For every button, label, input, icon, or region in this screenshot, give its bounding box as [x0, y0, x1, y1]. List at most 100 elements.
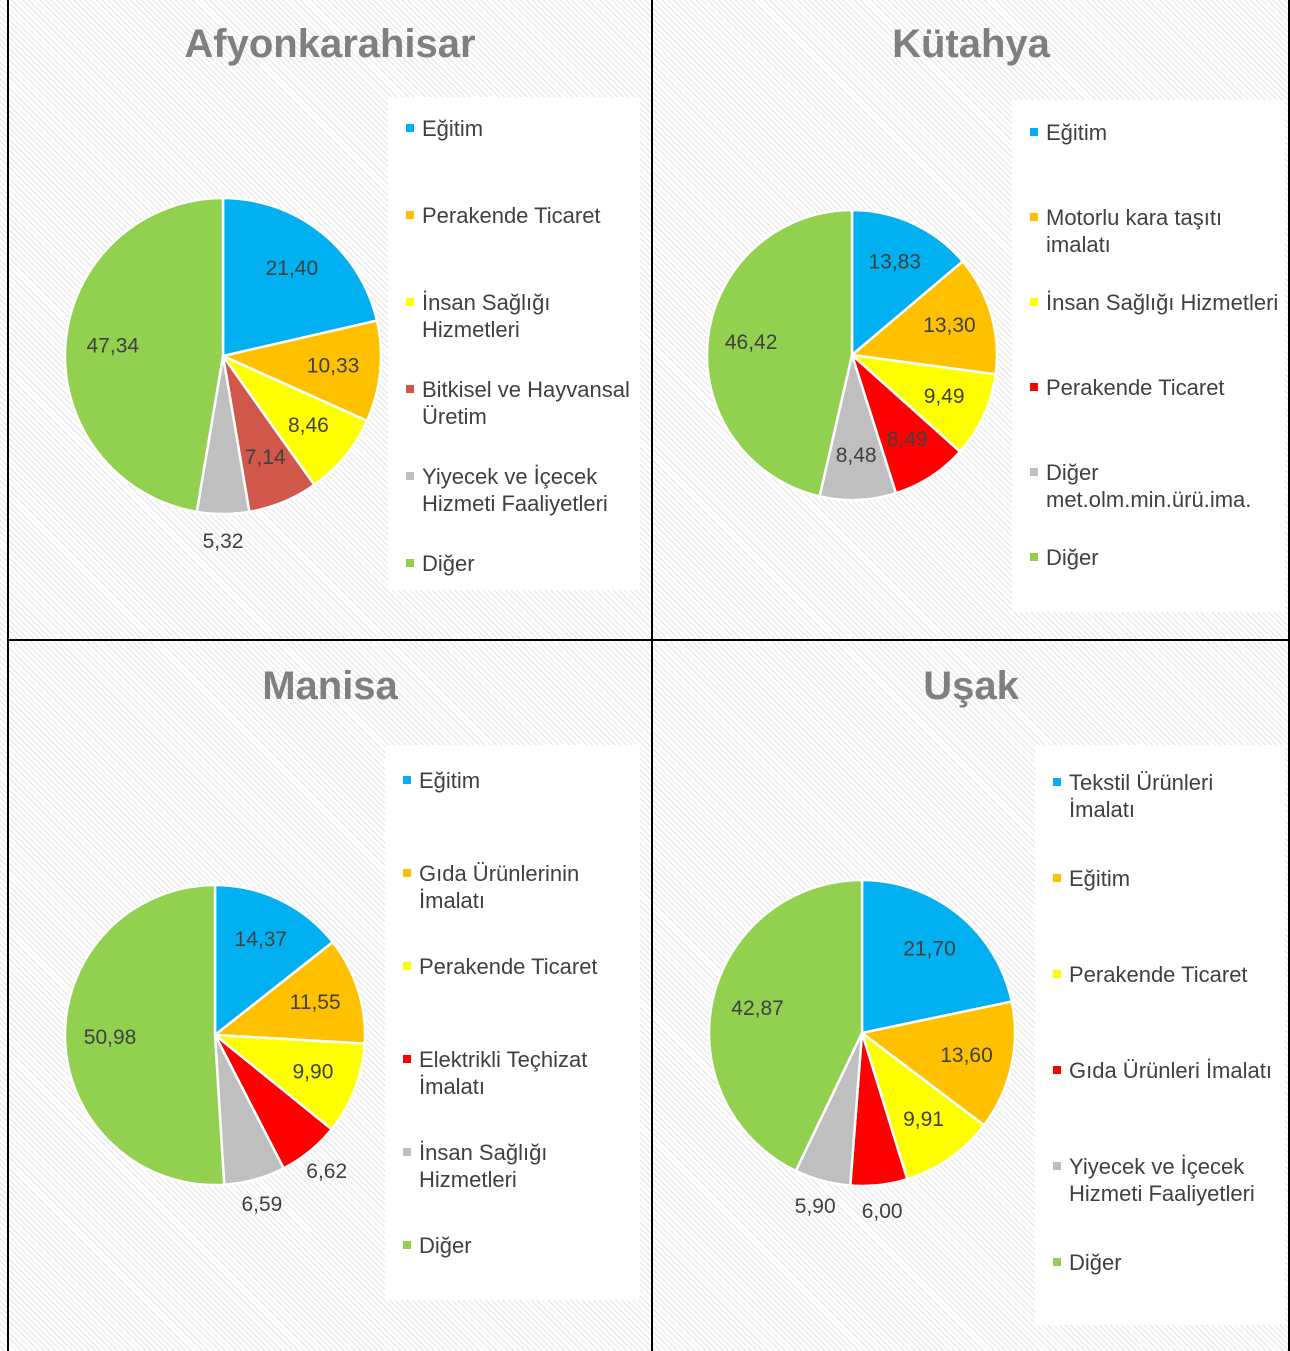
border: [7, 0, 9, 1351]
data-label: 6,00: [862, 1200, 903, 1223]
chart-title: Afyonkarahisar: [184, 22, 476, 66]
legend-label: Motorlu kara taşıtı imalatı: [1046, 205, 1223, 257]
legend-label: Tekstil Ürünleri İmalatı: [1069, 770, 1214, 822]
data-label: 42,87: [731, 997, 784, 1020]
data-label: 9,91: [903, 1108, 944, 1131]
legend-label: Bitkisel ve Hayvansal Üretim: [422, 377, 630, 429]
legend-item: Eğitim: [1053, 865, 1279, 892]
pie-slice: [63, 883, 226, 1187]
pie-slice: [219, 319, 383, 423]
legend-label: Perakende Ticaret: [422, 203, 601, 228]
data-label: 11,55: [290, 991, 341, 1014]
legend-swatch: [1030, 298, 1038, 306]
legend-item: Perakende Ticaret: [1030, 374, 1279, 401]
legend-swatch: [1030, 128, 1038, 136]
legend-swatch: [1053, 970, 1061, 978]
legend-label: Yiyecek ve İçecek Hizmeti Faaliyetleri: [1069, 1154, 1255, 1206]
legend-swatch: [1030, 213, 1038, 221]
data-label: 8,48: [836, 444, 877, 467]
legend-label: Gıda Ürünleri İmalatı: [1069, 1058, 1272, 1083]
pie-slice: [219, 352, 369, 487]
legend-label: Perakende Ticaret: [1069, 962, 1248, 987]
legend-label: Diğer: [422, 551, 475, 576]
legend-item: Gıda Ürünlerinin İmalatı: [403, 860, 634, 914]
data-label: 6,59: [241, 1193, 282, 1216]
legend-swatch: [406, 472, 414, 480]
legend-swatch: [406, 124, 414, 132]
legend-label: Diğer met.olm.min.ürü.ima.: [1046, 460, 1252, 512]
border: [1288, 0, 1290, 1351]
legend: Eğitim Motorlu kara taşıtı imalatı İnsan S…: [1012, 100, 1285, 612]
legend-label: Yiyecek ve İçecek Hizmeti Faaliyetleri: [422, 464, 608, 516]
legend-item: Elektrikli Teçhizat İmalatı: [403, 1046, 634, 1100]
data-label: 5,32: [203, 530, 244, 553]
legend-item: Perakende Ticaret: [406, 202, 634, 229]
pie-slice: [221, 196, 379, 358]
legend-swatch: [403, 1241, 411, 1249]
legend-item: Diğer: [1030, 544, 1279, 571]
legend-item: Motorlu kara taşıtı imalatı: [1030, 204, 1279, 258]
legend-label: Diğer: [1069, 1250, 1122, 1275]
data-label: 14,37: [235, 928, 288, 951]
chart-title: Uşak: [923, 664, 1019, 708]
pie-slice: [848, 353, 998, 454]
legend-swatch: [406, 211, 414, 219]
legend-label: Gıda Ürünlerinin İmalatı: [419, 861, 580, 913]
legend-label: Eğitim: [1046, 120, 1108, 145]
data-label: 5,90: [795, 1195, 836, 1218]
legend: Eğitim Perakende Ticaret İnsan Sağlığı Hiz…: [388, 97, 640, 590]
legend-label: Perakende Ticaret: [419, 954, 598, 979]
pie-slice: [211, 1033, 367, 1132]
data-label: 8,49: [887, 428, 928, 451]
pie-slice: [63, 196, 225, 514]
legend-swatch: [403, 776, 411, 784]
data-label: 9,49: [924, 385, 965, 408]
legend-label: İnsan Sağlığı Hizmetleri: [422, 290, 551, 342]
legend-swatch: [403, 1148, 411, 1156]
legend-swatch: [403, 962, 411, 970]
legend-item: Perakende Ticaret: [403, 953, 634, 980]
data-label: 13,83: [868, 250, 921, 273]
legend-item: Diğer: [1053, 1249, 1279, 1276]
legend-swatch: [1053, 1162, 1061, 1170]
data-label: 47,34: [87, 334, 140, 357]
data-label: 13,30: [923, 314, 976, 337]
data-label: 21,40: [266, 257, 319, 280]
pie-slice: [860, 878, 1014, 1035]
legend-swatch: [406, 298, 414, 306]
legend-item: İnsan Sağlığı Hizmetleri: [1030, 289, 1279, 316]
pie-slice: [707, 878, 864, 1173]
legend-swatch: [1030, 468, 1038, 476]
legend-swatch: [406, 385, 414, 393]
legend-item: Bitkisel ve Hayvansal Üretim: [406, 376, 634, 430]
legend-label: İnsan Sağlığı Hizmetleri: [419, 1140, 548, 1192]
legend-item: Tekstil Ürünleri İmalatı: [1053, 769, 1279, 823]
legend-item: Diğer: [406, 550, 634, 577]
pie-slice: [849, 259, 999, 376]
pie-slice: [213, 883, 335, 1038]
legend-swatch: [406, 559, 414, 567]
legend-item: Eğitim: [1030, 119, 1279, 146]
legend-item: Gıda Ürünleri İmalatı: [1053, 1057, 1279, 1084]
legend-swatch: [1053, 874, 1061, 882]
legend-swatch: [1053, 1258, 1061, 1266]
legend-label: Eğitim: [1069, 866, 1131, 891]
legend-label: Eğitim: [422, 116, 484, 141]
legend-item: Eğitim: [403, 767, 634, 794]
legend-item: Diğer met.olm.min.ürü.ima.: [1030, 459, 1279, 513]
pie-slice: [859, 1000, 1017, 1128]
legend-swatch: [403, 869, 411, 877]
border: [651, 0, 653, 1351]
legend-label: Diğer: [419, 1233, 472, 1258]
data-label: 21,70: [903, 937, 956, 960]
legend-item: Diğer: [403, 1232, 634, 1259]
data-label: 50,98: [84, 1026, 137, 1049]
pie-slice: [211, 940, 367, 1045]
legend-swatch: [1030, 383, 1038, 391]
data-label: 46,42: [725, 331, 778, 354]
data-label: 8,46: [288, 414, 329, 437]
legend-swatch: [403, 1055, 411, 1063]
legend-item: Yiyecek ve İçecek Hizmeti Faaliyetleri: [1053, 1153, 1279, 1207]
chart-title: Manisa: [262, 664, 398, 708]
